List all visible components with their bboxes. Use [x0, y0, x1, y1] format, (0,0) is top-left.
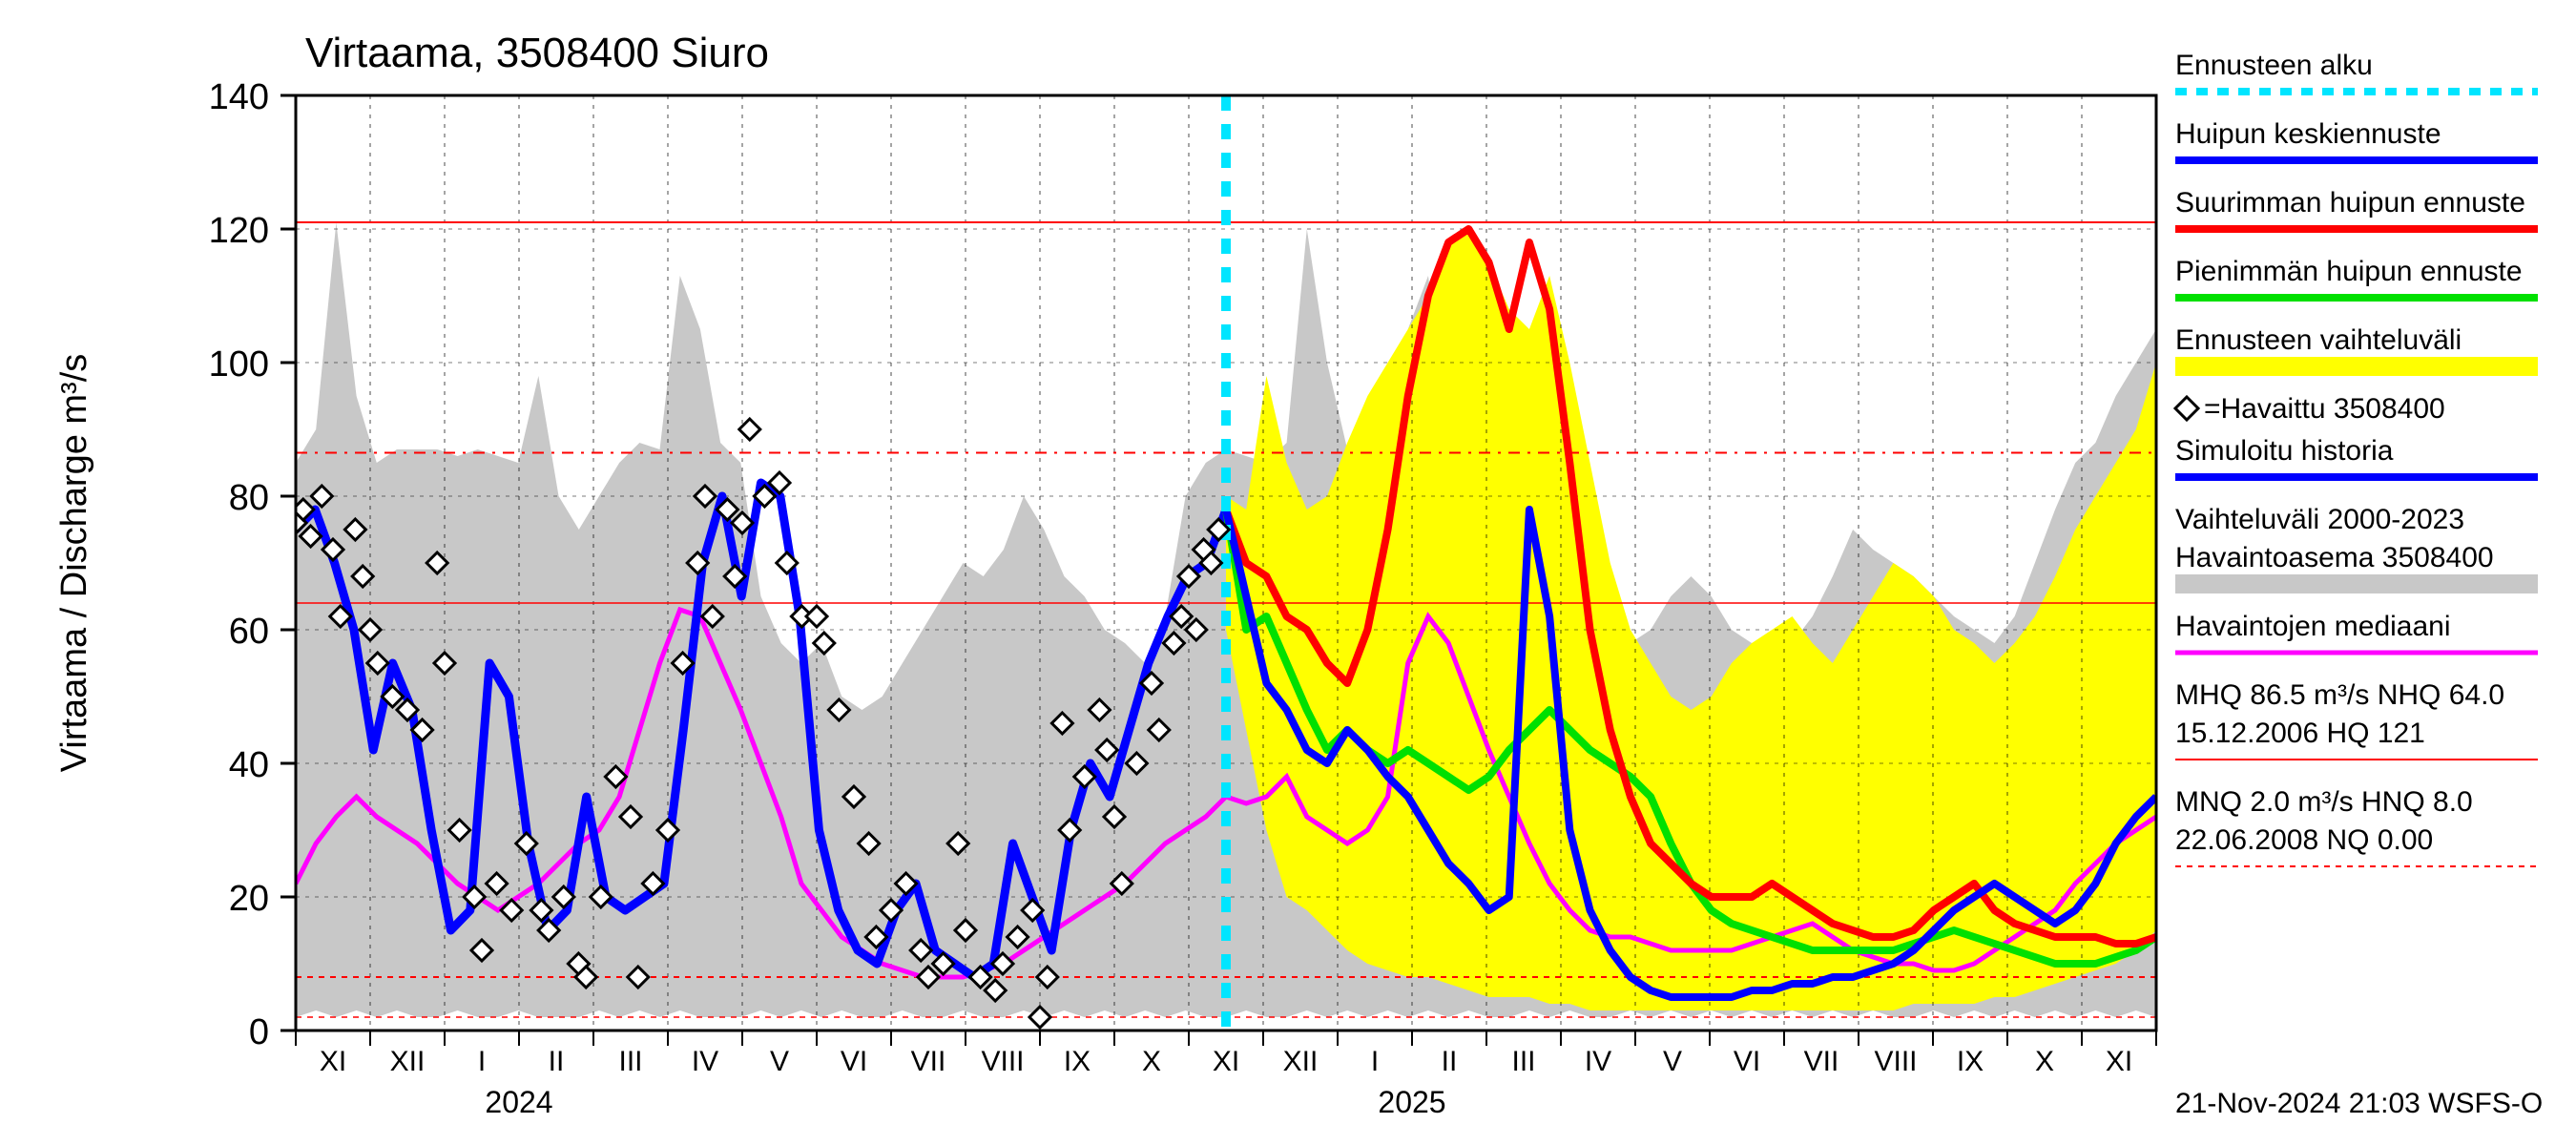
year-label-2024: 2024: [485, 1085, 552, 1119]
ytick-label: 20: [229, 879, 269, 919]
legend-label: Havaintoasema 3508400: [2175, 542, 2494, 573]
xtick-label: IV: [1585, 1046, 1611, 1077]
xtick-label: XI: [2106, 1046, 2132, 1077]
legend-label: Ennusteen alku: [2175, 50, 2373, 81]
xtick-label: IX: [1064, 1046, 1091, 1077]
legend-label: MNQ 2.0 m³/s HNQ 8.0: [2175, 786, 2473, 818]
legend-label: Suurimman huipun ennuste: [2175, 187, 2525, 219]
ytick-label: 140: [209, 77, 269, 117]
xtick-label: V: [770, 1046, 789, 1077]
xtick-label: X: [2035, 1046, 2054, 1077]
xtick-label: VIII: [1874, 1046, 1917, 1077]
xtick-label: X: [1142, 1046, 1161, 1077]
legend-label: =Havaittu 3508400: [2204, 393, 2445, 425]
legend-label: 15.12.2006 HQ 121: [2175, 718, 2425, 749]
xtick-label: IX: [1957, 1046, 1984, 1077]
chart-title: Virtaama, 3508400 Siuro: [305, 30, 769, 76]
legend-label: Havaintojen mediaani: [2175, 611, 2451, 642]
xtick-label: XII: [390, 1046, 426, 1077]
ytick-label: 80: [229, 478, 269, 518]
legend-label: MHQ 86.5 m³/s NHQ 64.0: [2175, 679, 2504, 711]
discharge-chart: 020406080100120140XIXIIIIIIIIIVVVIVIIVII…: [0, 0, 2576, 1145]
xtick-label: VIII: [981, 1046, 1024, 1077]
legend-label: Huipun keskiennuste: [2175, 118, 2441, 150]
legend-label: Ennusteen vaihteluväli: [2175, 324, 2462, 356]
ytick-label: 60: [229, 612, 269, 652]
xtick-label: III: [1511, 1046, 1535, 1077]
legend-label: 22.06.2008 NQ 0.00: [2175, 824, 2433, 856]
xtick-label: I: [1371, 1046, 1379, 1077]
legend-swatch-fill: [2175, 574, 2538, 593]
legend-swatch-fill: [2175, 357, 2538, 376]
y-axis-label: Virtaama / Discharge m³/s: [54, 354, 94, 773]
legend-label: Vaihteluväli 2000-2023: [2175, 504, 2464, 535]
ytick-label: 40: [229, 745, 269, 785]
year-label-2025: 2025: [1378, 1085, 1445, 1119]
xtick-label: VII: [911, 1046, 946, 1077]
xtick-label: II: [1442, 1046, 1458, 1077]
ytick-label: 100: [209, 344, 269, 385]
ytick-label: 0: [249, 1012, 269, 1052]
xtick-label: IV: [692, 1046, 718, 1077]
xtick-label: V: [1663, 1046, 1682, 1077]
legend-label: Pienimmän huipun ennuste: [2175, 256, 2523, 287]
xtick-label: XI: [1213, 1046, 1239, 1077]
xtick-label: VI: [841, 1046, 867, 1077]
xtick-label: VII: [1804, 1046, 1839, 1077]
xtick-label: VI: [1734, 1046, 1760, 1077]
xtick-label: I: [478, 1046, 486, 1077]
xtick-label: III: [618, 1046, 642, 1077]
xtick-label: II: [549, 1046, 565, 1077]
xtick-label: XI: [320, 1046, 346, 1077]
xtick-label: XII: [1283, 1046, 1319, 1077]
ytick-label: 120: [209, 211, 269, 251]
footer-timestamp: 21-Nov-2024 21:03 WSFS-O: [2175, 1088, 2543, 1119]
legend-label: Simuloitu historia: [2175, 435, 2394, 467]
